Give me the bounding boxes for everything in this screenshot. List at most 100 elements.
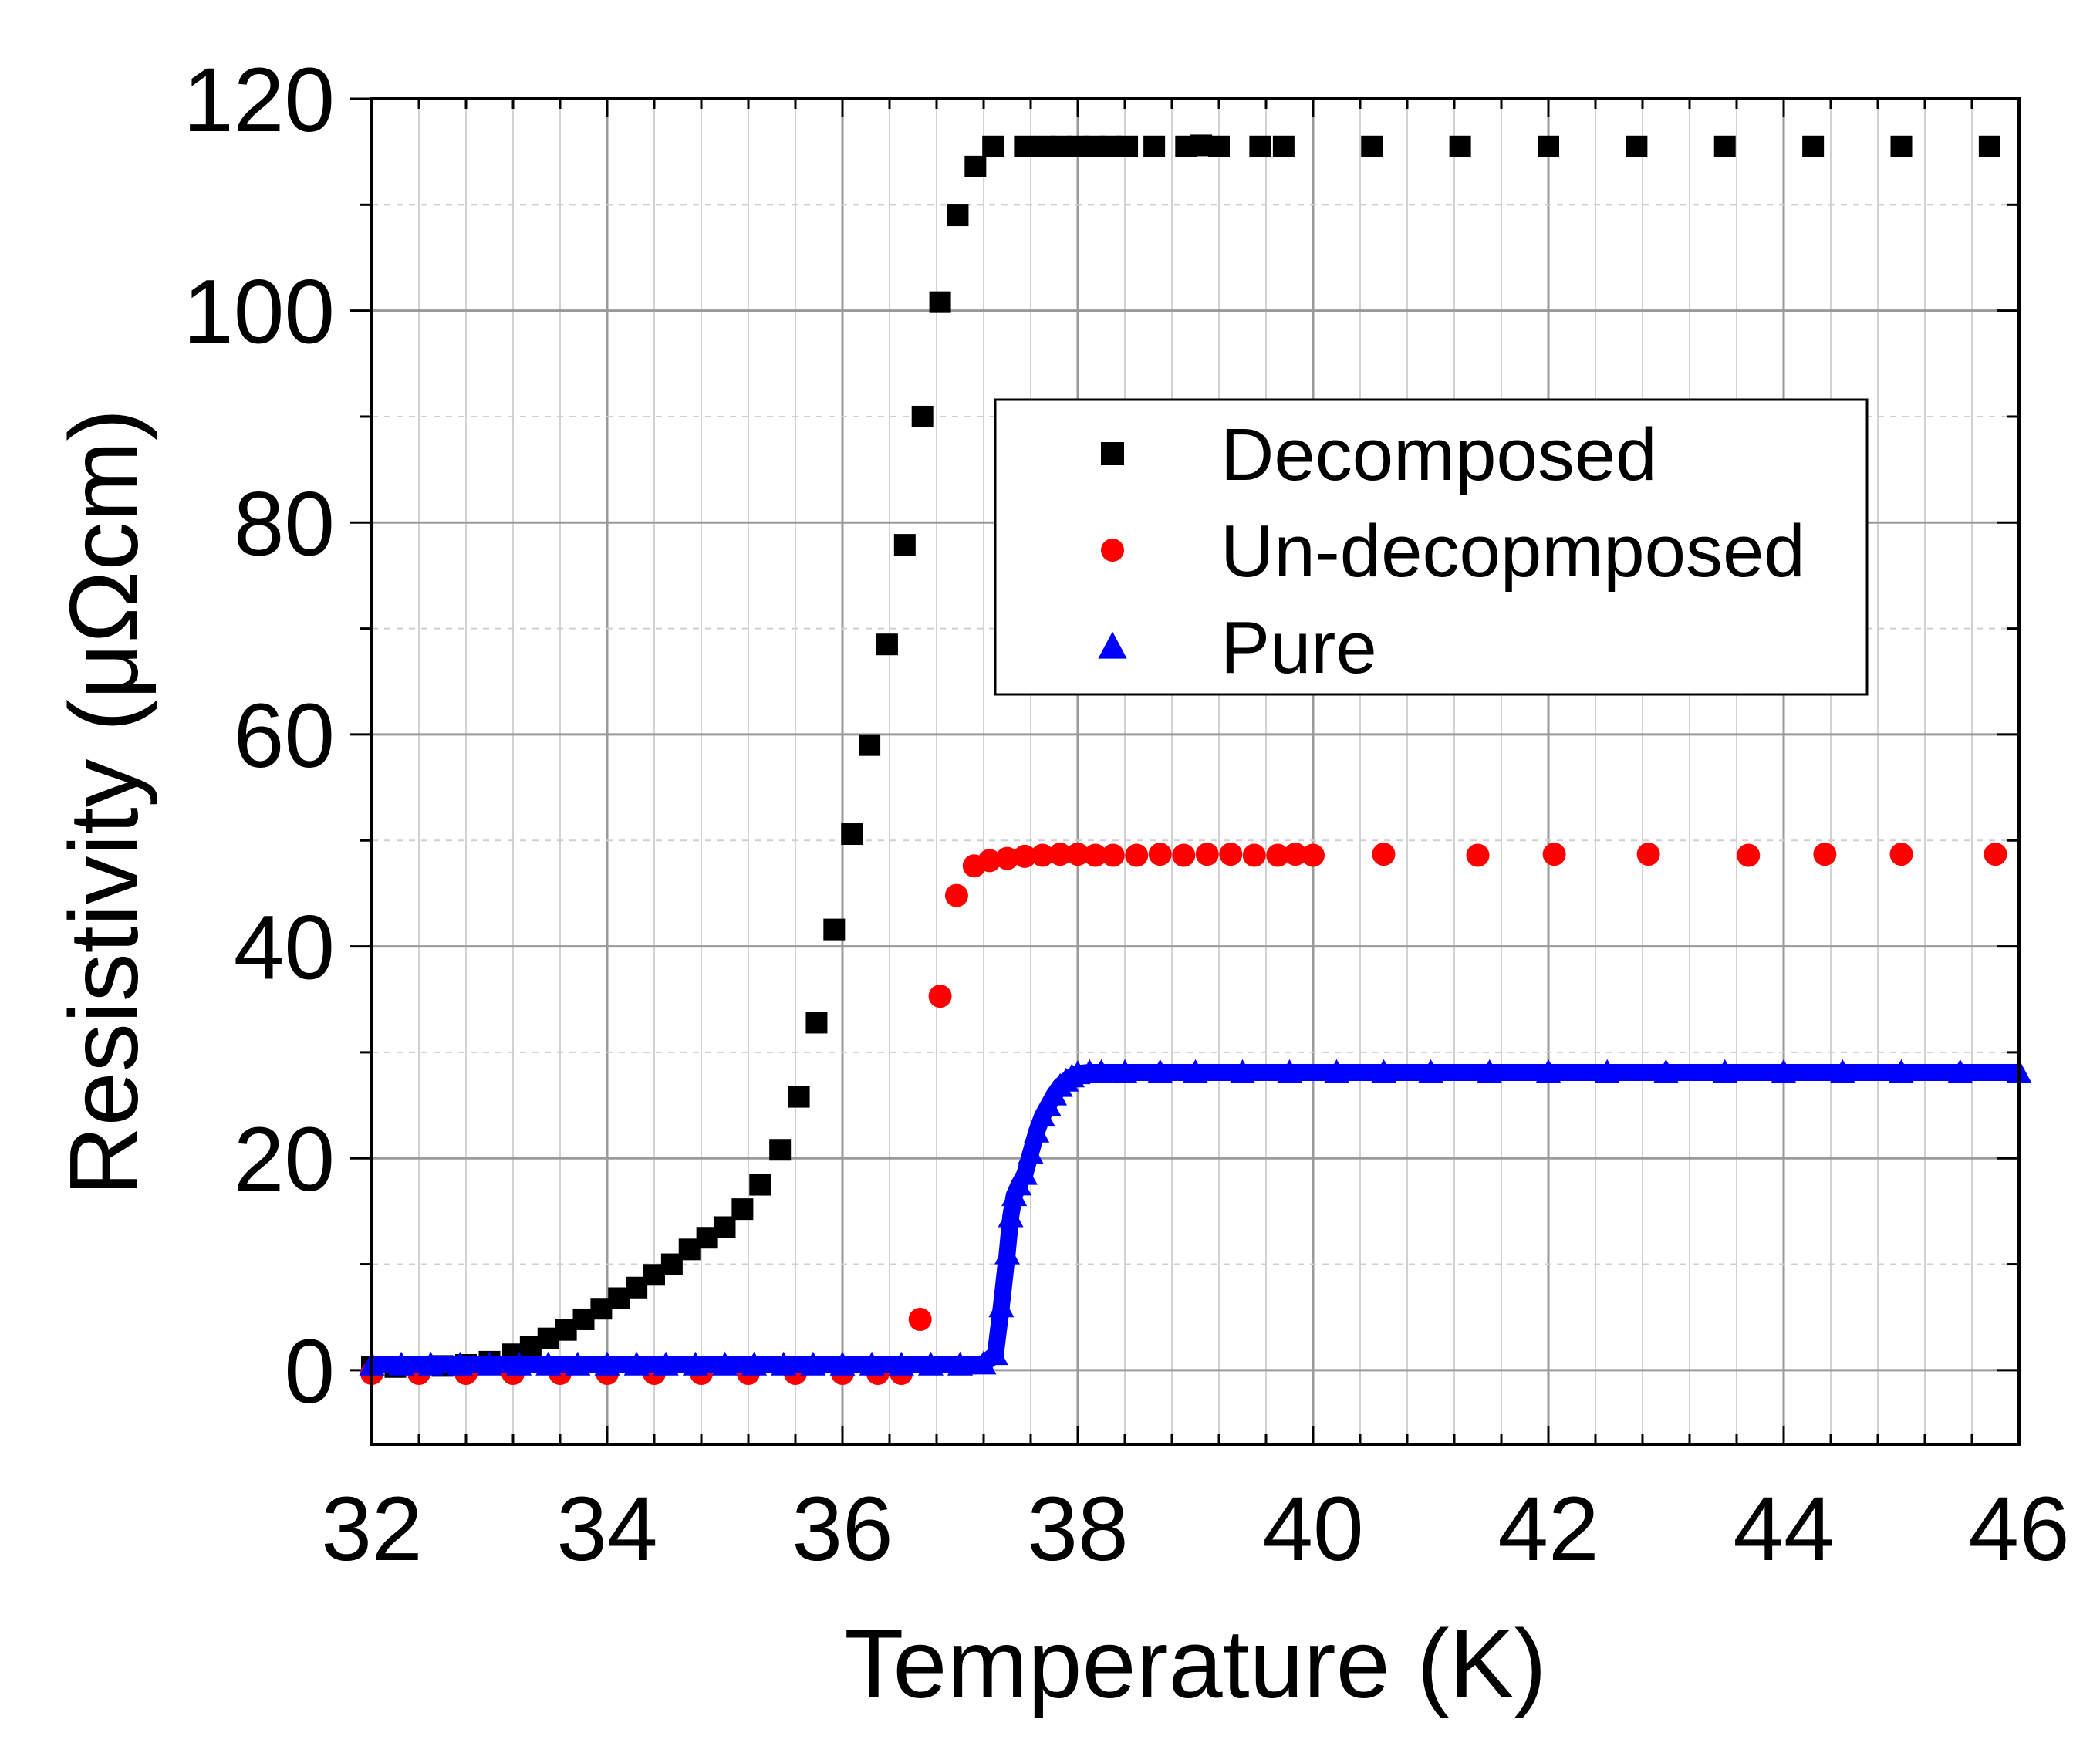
legend-item: Un-decopmposed [1101,510,1805,593]
data-point-un-decopmposed [1542,843,1566,866]
data-point-pure [1011,1160,1038,1185]
data-point-pure [388,1351,414,1376]
plot-frame [370,97,2021,1446]
data-point-un-decopmposed [1219,843,1243,866]
x-tick-label: 44 [1733,1478,1834,1580]
data-point-decomposed [893,534,916,556]
x-tick-label: 36 [792,1478,893,1580]
data-point-pure [982,1341,1008,1366]
data-point-un-decopmposed [908,1307,932,1331]
data-point-pure [988,1293,1015,1318]
data-point-decomposed [1143,135,1166,157]
x-tick-label: 32 [321,1478,422,1580]
data-point-un-decopmposed [1466,843,1490,867]
data-point-decomposed [947,204,969,227]
y-tick-label: 0 [284,1321,335,1423]
data-point-un-decopmposed [1266,843,1290,867]
data-point-decomposed [769,1139,792,1161]
data-point-pure [1230,1059,1255,1083]
legend-item: Decomposed [1101,414,1657,496]
axis-ticks [350,97,2021,1444]
data-point-decomposed [1713,135,1736,157]
data-point-un-decopmposed [1737,843,1761,867]
legend-marker-circle [1101,539,1124,562]
tick-labels: 32 34 36 38 40 42 44 46 0 20 40 60 80 100 120 [183,49,2070,1580]
y-tick-label: 120 [183,49,335,151]
data-point-un-decopmposed [1013,844,1037,868]
legend-box [994,398,1869,696]
data-point-decomposed [1116,135,1139,157]
data-point-un-decopmposed [1813,843,1837,866]
data-point-pure [1771,1059,1797,1083]
data-point-pure [800,1351,826,1376]
data-point-un-decopmposed [1284,843,1308,866]
data-point-pure [1277,1059,1302,1083]
data-point-pure [417,1351,444,1376]
data-series [359,134,2032,1385]
data-point-pure [1024,1118,1050,1143]
data-point-pure [998,1203,1024,1228]
data-point-pure [535,1351,562,1376]
data-point-pure [1112,1059,1138,1083]
data-point-pure [1829,1059,1855,1083]
y-tick-label: 60 [234,685,335,787]
data-point-pure [447,1351,473,1376]
data-point-pure [1018,1140,1044,1164]
data-point-pure [888,1351,914,1376]
data-point-decomposed [911,405,934,427]
y-tick-label: 100 [183,262,335,363]
data-point-pure [594,1351,620,1376]
y-tick-label: 20 [234,1109,335,1211]
data-point-un-decopmposed [977,849,1001,873]
data-point-un-decopmposed [1984,843,2007,866]
legend-label: Un-decopmposed [1220,510,1805,593]
data-point-decomposed [1449,135,1471,157]
data-point-decomposed [1361,135,1383,157]
data-point-decomposed [1249,135,1271,157]
data-point-un-decopmposed [1172,843,1196,867]
data-point-decomposed [1538,135,1559,157]
data-point-decomposed [1626,135,1648,157]
legend-label: Pure [1220,606,1377,689]
x-tick-label: 40 [1262,1478,1363,1580]
data-point-pure [1535,1059,1561,1083]
legend: Decomposed Un-decopmposed Pure [994,398,1869,696]
data-point-un-decopmposed [1083,843,1107,867]
data-point-un-decopmposed [995,846,1019,870]
data-point-decomposed [1272,135,1295,157]
data-point-pure [1712,1059,1738,1083]
data-point-pure [994,1240,1020,1265]
data-point-decomposed [1208,135,1230,157]
data-point-pure [1418,1059,1443,1083]
data-point-decomposed [876,633,898,656]
data-point-pure [1089,1059,1114,1083]
data-point-un-decopmposed [1048,843,1072,866]
data-point-pure [947,1351,973,1376]
data-point-pure [1324,1059,1349,1083]
data-point-un-decopmposed [1302,843,1325,867]
x-tick-label: 46 [1968,1478,2069,1580]
data-point-pure [1183,1059,1208,1083]
data-point-pure [1594,1059,1620,1083]
data-point-pure [1947,1059,1973,1083]
y-tick-label: 80 [234,473,335,575]
data-point-decomposed [1014,135,1036,157]
data-point-un-decopmposed [1031,843,1055,867]
data-point-decomposed [982,135,1004,157]
legend-label: Decomposed [1220,414,1657,496]
data-point-un-decopmposed [1889,843,1913,866]
data-point-decomposed [714,1216,736,1238]
data-point-decomposed [1802,135,1825,157]
data-point-decomposed [731,1198,754,1221]
x-tick-label: 42 [1497,1478,1599,1580]
data-point-un-decopmposed [1636,843,1660,866]
data-point-pure [565,1351,591,1376]
data-point-pure [477,1351,502,1376]
data-point-decomposed [749,1174,771,1196]
data-point-decomposed [805,1012,828,1034]
data-point-un-decopmposed [1125,843,1149,867]
data-point-decomposed [841,823,863,846]
data-point-decomposed [1890,135,1913,157]
y-axis-title: Resistivity (μΩcm) [49,409,158,1197]
